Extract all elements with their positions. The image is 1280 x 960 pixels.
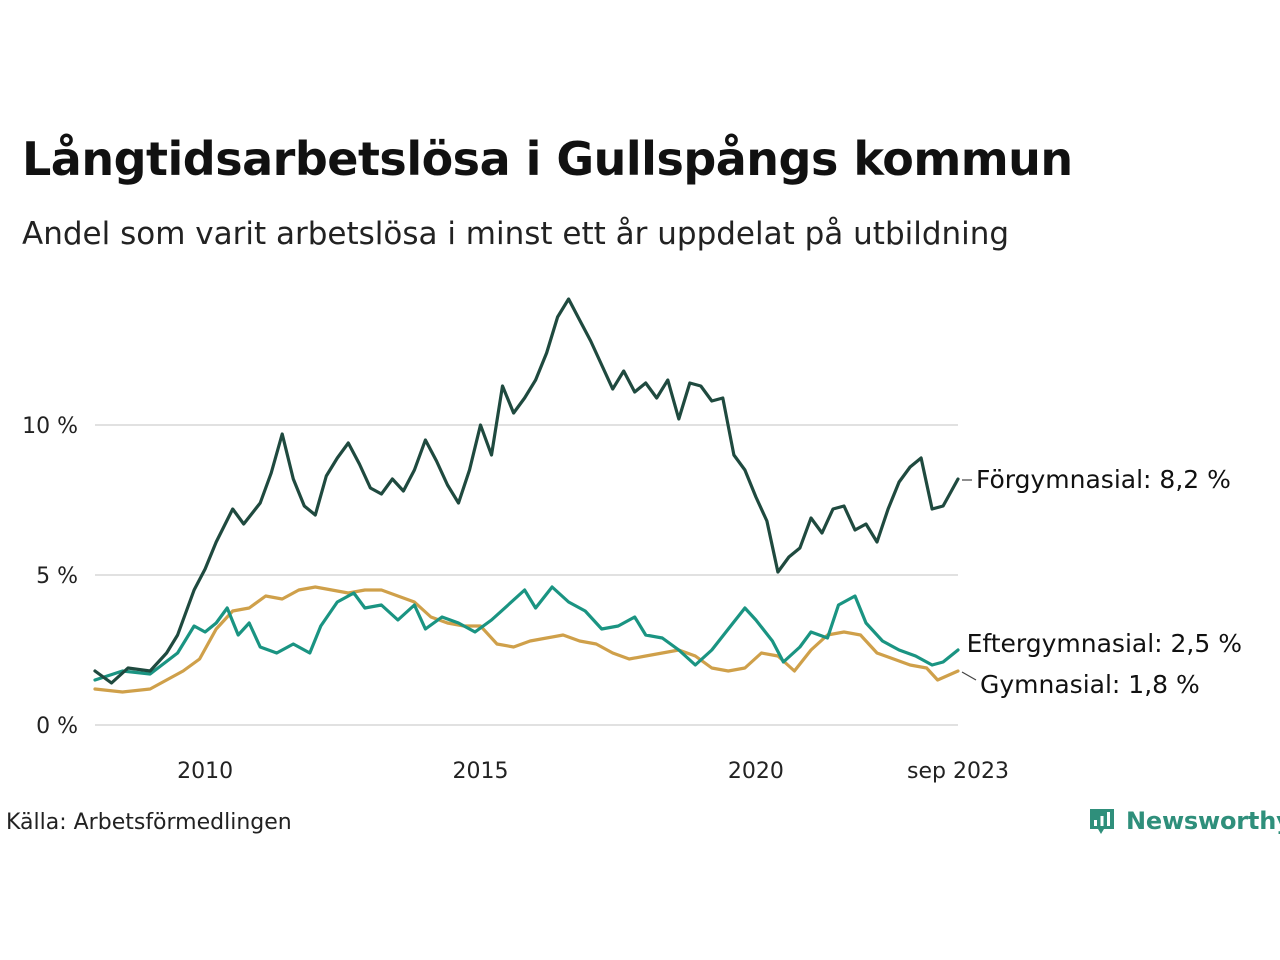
x-tick-label: 2020 [728,759,784,784]
y-tick-label: 5 % [36,564,78,589]
series-end-labels: Förgymnasial: 8,2 % Eftergymnasial: 2,5 %… [961,465,1242,699]
series-end-label: Eftergymnasial: 2,5 % [967,629,1242,658]
series-end-label: Förgymnasial: 8,2 % [976,465,1231,494]
grid-lines [95,424,958,726]
brand-logo: Newsworthy [1088,803,1280,839]
chart-subtitle: Andel som varit arbetslösa i minst ett å… [22,216,1010,252]
series-line-förgymnasial [93,297,960,685]
label-leader-line [961,671,977,681]
x-tick-label: 2010 [177,759,233,784]
series-line-gymnasial [93,585,960,694]
series-lines [93,297,960,694]
newsworthy-bar-chart-icon [1090,809,1114,834]
series-end-label: Gymnasial: 1,8 % [980,670,1200,699]
chart-title: Långtidsarbetslösa i Gullspångs kommun [22,132,1073,186]
y-tick-label: 10 % [22,414,78,439]
y-tick-label: 0 % [36,714,78,739]
source-note: Källa: Arbetsförmedlingen [6,810,292,835]
series-line-eftergymnasial [93,585,960,682]
brand-name: Newsworthy [1126,807,1280,835]
y-axis-ticks: 0 % 5 % 10 % [22,414,78,739]
x-tick-label: 2015 [453,759,509,784]
x-axis-ticks: 2010 2015 2020 sep 2023 [177,759,1009,784]
x-tick-label: sep 2023 [907,759,1009,784]
